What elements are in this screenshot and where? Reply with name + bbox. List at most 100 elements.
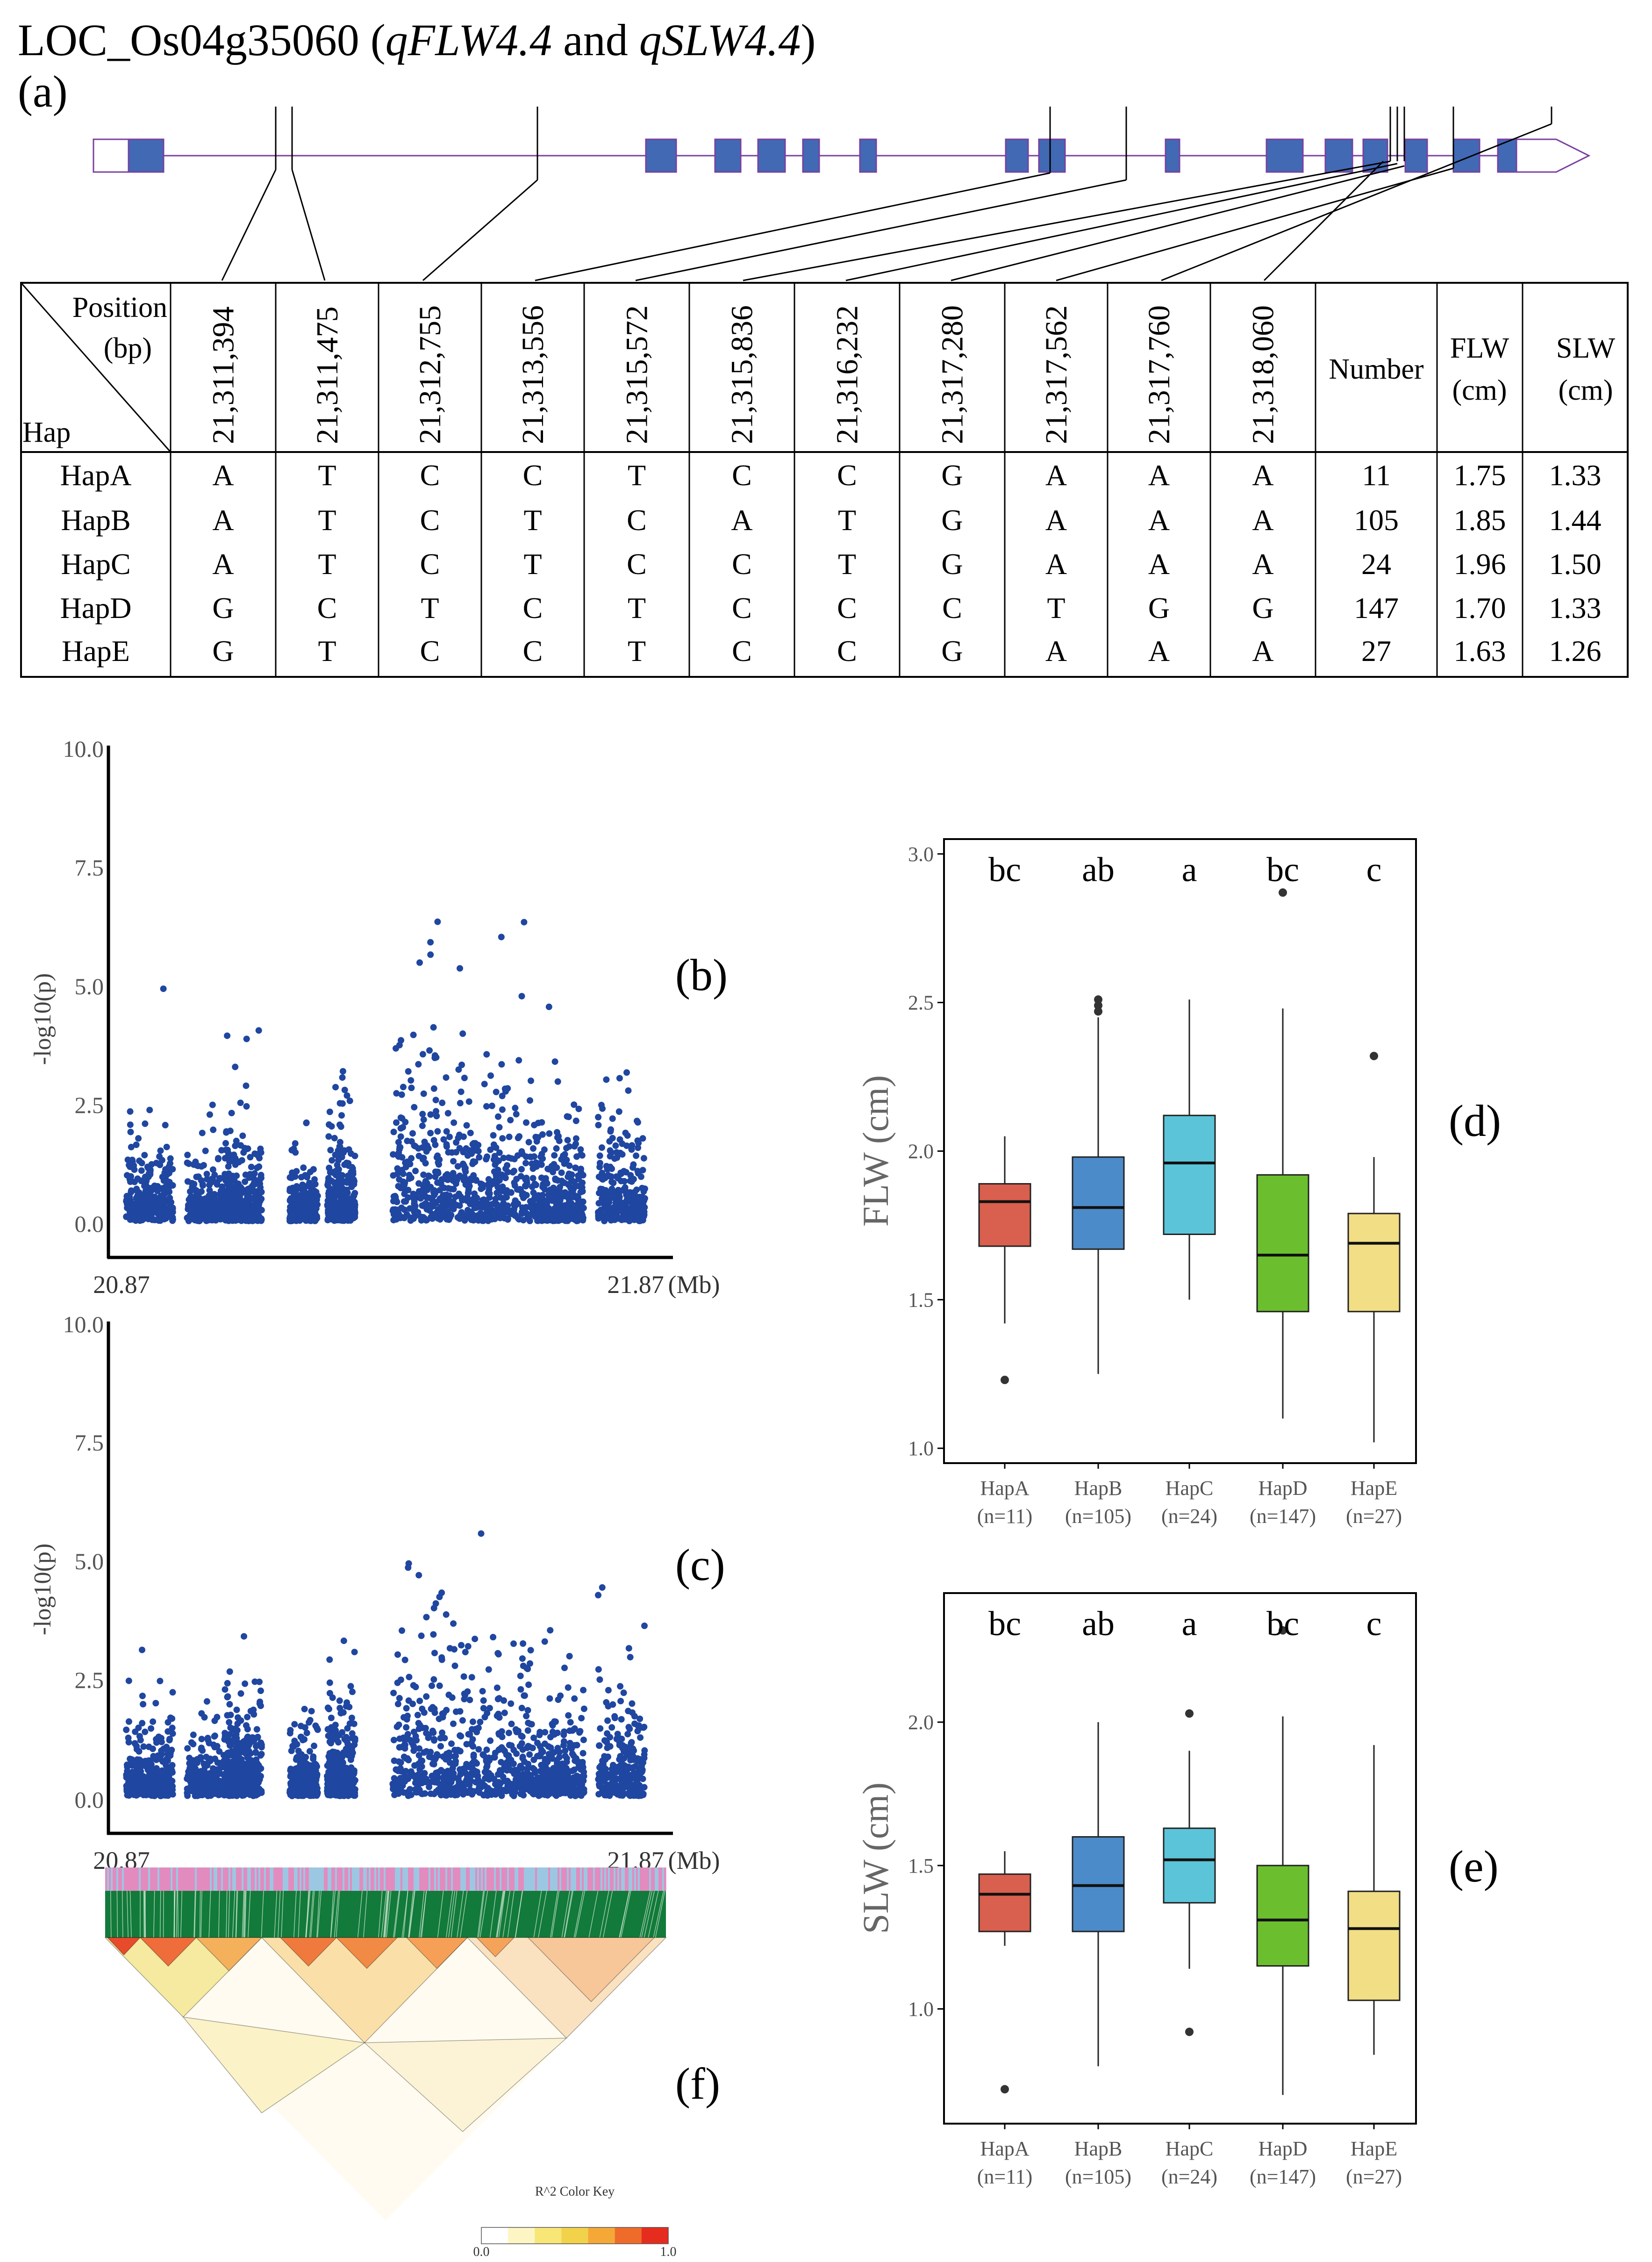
- manhattan-point: [145, 1743, 152, 1750]
- manhattan-point: [551, 1205, 558, 1212]
- manhattan-point: [326, 1108, 333, 1115]
- manhattan-point: [227, 1127, 234, 1135]
- manhattan-point: [191, 1186, 198, 1193]
- manhattan-point: [527, 1647, 534, 1654]
- manhattan-point: [436, 1195, 443, 1202]
- manhattan-point: [434, 1128, 441, 1135]
- manhattan-point: [505, 1754, 512, 1761]
- manhattan-point: [510, 1640, 517, 1647]
- manhattan-point: [575, 1106, 582, 1113]
- manhattan-point: [580, 1687, 587, 1694]
- table-cell-allele: G: [941, 459, 963, 492]
- manhattan-point: [479, 1181, 486, 1188]
- manhattan-point: [539, 1131, 546, 1138]
- manhattan-point: [195, 1173, 202, 1180]
- manhattan-point: [398, 1037, 404, 1044]
- manhattan-point: [499, 1092, 506, 1099]
- manhattan-point: [553, 1145, 560, 1152]
- manhattan-point: [446, 1645, 453, 1652]
- manhattan-point: [610, 1788, 617, 1795]
- manhattan-point: [423, 1148, 430, 1155]
- manhattan-point: [614, 1731, 621, 1738]
- manhattan-point: [599, 1170, 606, 1177]
- manhattan-point: [617, 1698, 624, 1705]
- manhattan-point: [395, 1183, 402, 1190]
- manhattan-c-ytick: 10.0: [63, 1311, 104, 1337]
- manhattan-point: [506, 1134, 513, 1141]
- manhattan-point: [487, 1072, 494, 1079]
- manhattan-point: [393, 1045, 399, 1052]
- manhattan-point: [527, 1097, 533, 1104]
- manhattan-point: [466, 1696, 473, 1703]
- manhattan-point: [562, 1747, 569, 1754]
- manhattan-point: [504, 1169, 511, 1176]
- manhattan-point: [538, 1119, 545, 1126]
- title-open: (: [359, 15, 386, 65]
- manhattan-point: [257, 1702, 264, 1709]
- manhattan-point: [410, 1682, 417, 1689]
- manhattan-point: [286, 1207, 293, 1214]
- manhattan-point: [251, 1170, 258, 1177]
- manhattan-point: [412, 1168, 419, 1174]
- manhattan-point: [351, 1649, 358, 1656]
- manhattan-point: [339, 1100, 346, 1107]
- manhattan-point: [419, 1724, 426, 1731]
- manhattan-point: [198, 1210, 205, 1217]
- manhattan-point: [412, 1143, 419, 1149]
- manhattan-point: [470, 1195, 477, 1202]
- manhattan-point: [479, 1688, 486, 1695]
- manhattan-point: [577, 1151, 584, 1158]
- manhattan-point: [508, 1155, 515, 1162]
- manhattan-point: [491, 1215, 498, 1222]
- manhattan-b-ytick: 0.0: [75, 1211, 104, 1237]
- manhattan-point: [127, 1128, 134, 1135]
- manhattan-point: [331, 1135, 338, 1142]
- manhattan-point: [394, 1651, 401, 1658]
- manhattan-point: [393, 1766, 400, 1773]
- haplotype-table: Position (bp) Hap 21,311,394 21,311,475 21…: [20, 282, 1629, 678]
- manhattan-point: [411, 1104, 418, 1111]
- manhattan-point: [336, 1143, 343, 1150]
- manhattan-point: [292, 1206, 299, 1214]
- manhattan-point: [468, 1674, 475, 1681]
- manhattan-point: [622, 1744, 629, 1751]
- manhattan-point: [501, 1697, 507, 1704]
- table-cell-allele: T: [318, 503, 336, 537]
- manhattan-point: [216, 1175, 223, 1182]
- manhattan-point: [602, 1206, 609, 1212]
- manhattan-point: [198, 1745, 205, 1752]
- manhattan-point: [519, 1204, 526, 1211]
- manhattan-point: [637, 1734, 644, 1741]
- manhattan-b-ytick: 5.0: [75, 973, 104, 999]
- manhattan-point: [446, 1197, 453, 1204]
- table-cell-number: 105: [1354, 503, 1399, 537]
- manhattan-point: [326, 1121, 332, 1128]
- manhattan-point: [225, 1738, 232, 1745]
- table-cell-allele: T: [838, 503, 856, 537]
- manhattan-point: [151, 1216, 158, 1223]
- manhattan-point: [391, 1791, 398, 1798]
- manhattan-point: [562, 1192, 569, 1199]
- table-cell-hap: HapD: [60, 591, 132, 625]
- table-cell-allele: T: [318, 547, 336, 581]
- manhattan-point: [498, 1188, 505, 1194]
- table-cell-allele: A: [212, 547, 234, 581]
- table-grid: [170, 283, 1523, 677]
- manhattan-point: [200, 1182, 206, 1189]
- manhattan-point: [512, 1105, 519, 1112]
- manhattan-point: [233, 1172, 240, 1179]
- manhattan-point: [341, 1086, 348, 1093]
- manhattan-point: [328, 1715, 335, 1721]
- manhattan-point: [562, 1752, 569, 1759]
- manhattan-point: [511, 1179, 518, 1186]
- manhattan-point: [436, 1156, 443, 1163]
- manhattan-point: [450, 1170, 457, 1177]
- manhattan-point: [405, 1564, 412, 1571]
- manhattan-point: [126, 1206, 133, 1213]
- manhattan-point: [437, 1735, 444, 1742]
- manhattan-point: [493, 1089, 500, 1095]
- manhattan-point: [469, 1211, 476, 1218]
- manhattan-point: [617, 1207, 623, 1214]
- manhattan-point: [410, 1031, 417, 1038]
- snp-connector: [1056, 167, 1454, 281]
